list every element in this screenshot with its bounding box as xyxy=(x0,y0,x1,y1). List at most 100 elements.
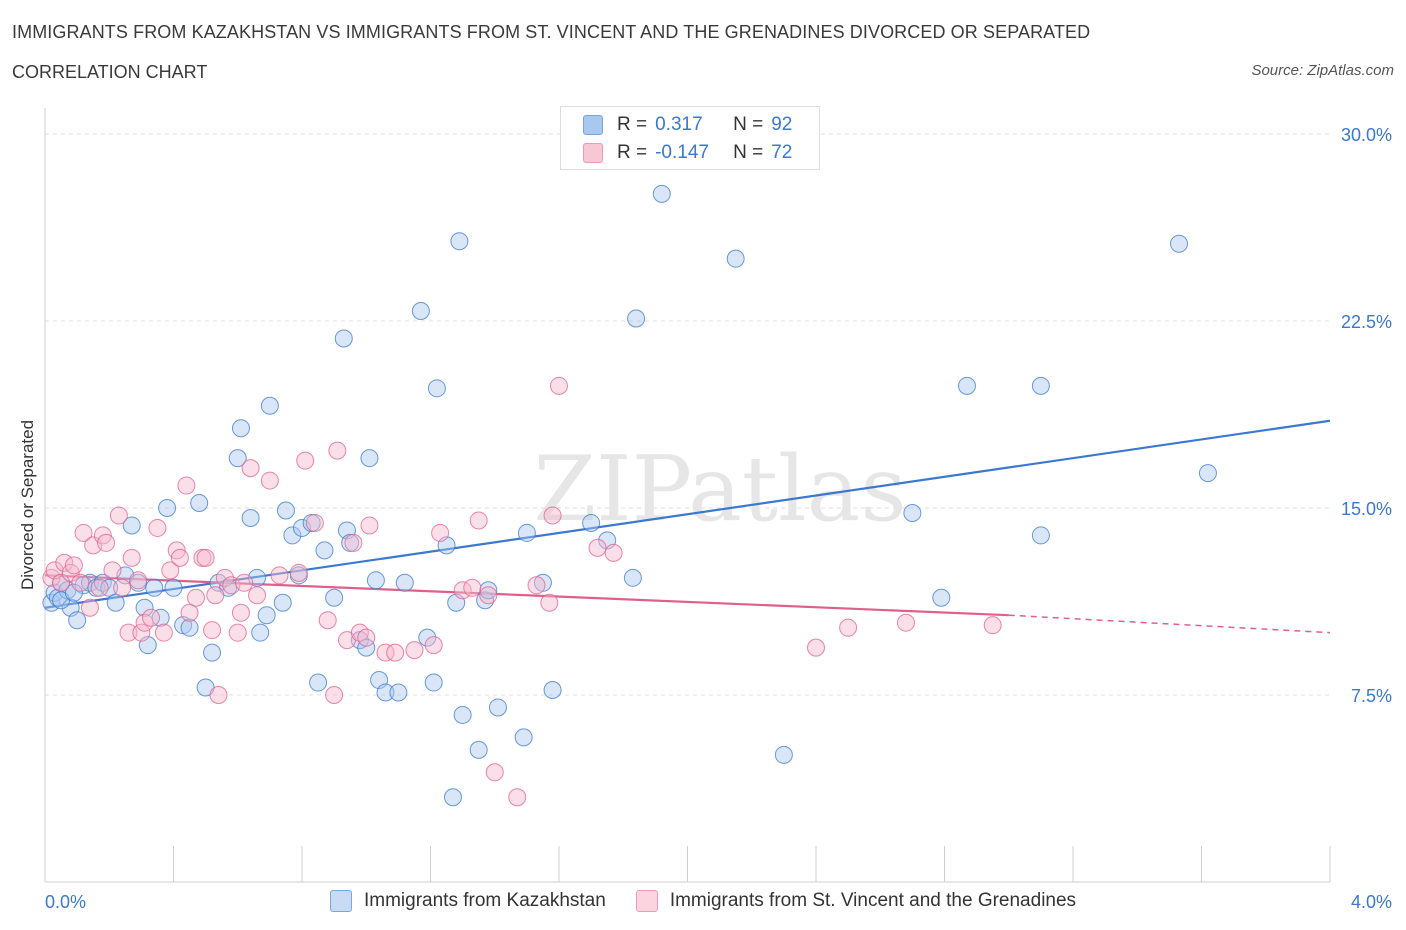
data-point-series-0 xyxy=(726,249,745,268)
data-point-series-0 xyxy=(450,232,469,251)
data-point-series-1 xyxy=(109,506,128,525)
data-point-series-0 xyxy=(251,623,270,642)
data-point-series-0 xyxy=(517,523,536,542)
data-point-series-1 xyxy=(180,603,199,622)
data-point-series-0 xyxy=(543,681,562,700)
data-point-series-1 xyxy=(203,621,222,640)
data-point-series-0 xyxy=(424,673,443,692)
data-point-series-0 xyxy=(479,581,498,600)
data-point-series-1 xyxy=(386,643,405,662)
r-value: -0.147 xyxy=(655,142,709,163)
data-point-series-1 xyxy=(424,636,443,655)
y-tick-label: 15.0% xyxy=(1341,499,1392,519)
chart-subtitle: CORRELATION CHART xyxy=(12,62,208,82)
data-point-series-0 xyxy=(418,628,437,647)
data-point-series-0 xyxy=(469,740,488,759)
data-point-series-1 xyxy=(97,533,116,552)
data-point-series-1 xyxy=(983,616,1002,635)
data-point-series-0 xyxy=(1031,376,1050,395)
trend-line-extension-series-1 xyxy=(1008,614,1331,634)
data-point-series-1 xyxy=(170,548,189,567)
data-point-series-1 xyxy=(260,471,279,490)
data-point-series-0 xyxy=(652,184,671,203)
data-point-series-1 xyxy=(588,538,607,557)
data-point-series-0 xyxy=(48,588,67,607)
n-value: 92 xyxy=(771,114,793,135)
data-point-series-0 xyxy=(360,449,379,468)
data-point-series-1 xyxy=(206,586,225,605)
data-point-series-0 xyxy=(203,643,222,662)
legend-row-st-vincent: R = -0.147 N = 72 xyxy=(583,141,792,165)
data-point-series-0 xyxy=(260,396,279,415)
data-point-series-0 xyxy=(903,503,922,522)
tick-labels: 7.5% 15.0% 22.5% 30.0% 0.0% 4.0% xyxy=(45,125,1392,912)
data-point-series-0 xyxy=(1198,464,1217,483)
r-label: R = xyxy=(617,142,648,163)
data-point-series-1 xyxy=(807,638,825,657)
data-point-series-0 xyxy=(145,578,164,597)
data-point-series-1 xyxy=(431,523,450,542)
data-point-series-1 xyxy=(344,533,363,552)
data-point-series-1 xyxy=(543,506,562,525)
data-point-series-1 xyxy=(839,618,858,637)
data-point-series-0 xyxy=(309,673,328,692)
data-point-series-1 xyxy=(196,548,215,567)
data-point-series-1 xyxy=(527,576,546,595)
legend-item-st-vincent: Immigrants from St. Vincent and the Gren… xyxy=(635,890,1076,912)
data-point-series-0 xyxy=(106,593,125,612)
trend-line-series-1 xyxy=(44,574,1009,617)
data-point-series-0 xyxy=(276,501,295,520)
data-point-series-0 xyxy=(283,526,302,545)
y-tick-label: 7.5% xyxy=(1351,686,1392,706)
y-axis-label: Divorced or Separated xyxy=(18,419,37,591)
data-point-series-1 xyxy=(318,611,337,630)
data-point-series-0 xyxy=(180,618,199,637)
legend-label: Immigrants from Kazakhstan xyxy=(364,890,606,911)
data-point-series-0 xyxy=(932,588,951,607)
data-point-series-1 xyxy=(129,571,148,590)
trend-lines xyxy=(44,419,1331,634)
data-point-series-0 xyxy=(135,598,154,617)
data-point-series-0 xyxy=(366,571,385,590)
data-point-series-0 xyxy=(257,606,276,625)
source-credit: Source: ZipAtlas.com xyxy=(1251,62,1394,79)
data-point-series-1 xyxy=(122,548,141,567)
data-point-series-1 xyxy=(148,518,167,537)
y-tick-label: 30.0% xyxy=(1341,125,1392,145)
legend-item-kazakhstan: Immigrants from Kazakhstan xyxy=(330,890,606,912)
data-point-series-1 xyxy=(896,613,915,632)
data-point-series-0 xyxy=(315,541,334,560)
data-point-series-1 xyxy=(305,513,324,532)
watermark: ZIPatlas xyxy=(533,437,906,542)
data-point-series-1 xyxy=(90,578,109,597)
data-point-series-0 xyxy=(158,499,177,517)
x-tick-label-max: 4.0% xyxy=(1351,892,1392,912)
data-point-series-0 xyxy=(68,611,87,630)
data-point-series-0 xyxy=(334,329,353,348)
data-point-series-1 xyxy=(325,686,344,704)
data-point-series-1 xyxy=(469,511,488,530)
data-point-series-1 xyxy=(270,566,289,585)
data-point-series-1 xyxy=(74,523,93,542)
data-point-series-1 xyxy=(161,561,180,580)
data-point-series-1 xyxy=(376,643,395,662)
data-point-series-0 xyxy=(376,683,395,702)
data-point-series-1 xyxy=(215,568,234,587)
n-label: N = xyxy=(733,114,764,135)
data-point-series-0 xyxy=(325,588,344,607)
legend-swatch-blue xyxy=(330,890,352,912)
data-point-series-0 xyxy=(476,591,495,610)
data-point-series-1 xyxy=(209,686,228,704)
data-point-series-0 xyxy=(627,309,646,328)
data-point-series-1 xyxy=(540,593,559,612)
data-point-series-1 xyxy=(463,578,482,597)
data-point-series-1 xyxy=(328,441,347,460)
data-point-series-0 xyxy=(453,705,472,724)
data-point-series-1 xyxy=(405,641,424,660)
data-point-series-0 xyxy=(100,578,119,597)
data-point-series-1 xyxy=(177,476,196,495)
data-point-series-0 xyxy=(151,608,170,627)
data-point-series-0 xyxy=(957,376,976,395)
chart-title: IMMIGRANTS FROM KAZAKHSTAN VS IMMIGRANTS… xyxy=(12,22,1091,42)
legend-row-kazakhstan: R = 0.317 N = 92 xyxy=(583,113,792,137)
